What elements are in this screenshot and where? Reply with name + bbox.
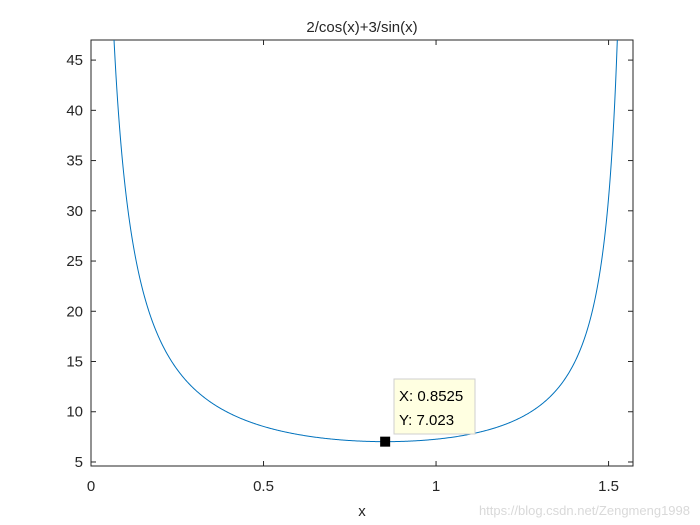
x-tick-label: 0 [87,478,95,495]
axes-box [90,39,634,467]
datatip[interactable]: X: 0.8525 Y: 7.023 [393,378,476,435]
x-tick-label: 1.5 [598,478,619,495]
y-tick-label: 35 [66,153,83,170]
y-tick-label: 40 [66,102,83,119]
datatip-marker[interactable] [380,436,391,447]
chart-title: 2/cos(x)+3/sin(x) [306,19,417,36]
x-tick-label: 0.5 [253,478,274,495]
datatip-background [393,378,476,435]
watermark: https://blog.csdn.net/Zengmeng1998 [479,503,690,518]
x-axis-label: x [358,503,366,520]
y-tick-label: 45 [66,52,83,69]
y-tick-label: 20 [66,303,83,320]
y-tick-label: 25 [66,253,83,270]
y-tick-label: 30 [66,203,83,220]
y-tick-group: 5 10 15 20 25 30 35 40 45 [66,52,633,471]
y-tick-label: 5 [75,454,83,471]
series-line [113,40,618,443]
y-tick-label: 10 [66,404,83,421]
datatip-x-label: X: 0.8525 [399,388,463,405]
y-tick-label: 15 [66,354,83,371]
x-tick-label: 1 [432,478,440,495]
datatip-y-label: Y: 7.023 [399,412,454,429]
x-tick-group: 0 0.5 1 1.5 [87,40,619,495]
